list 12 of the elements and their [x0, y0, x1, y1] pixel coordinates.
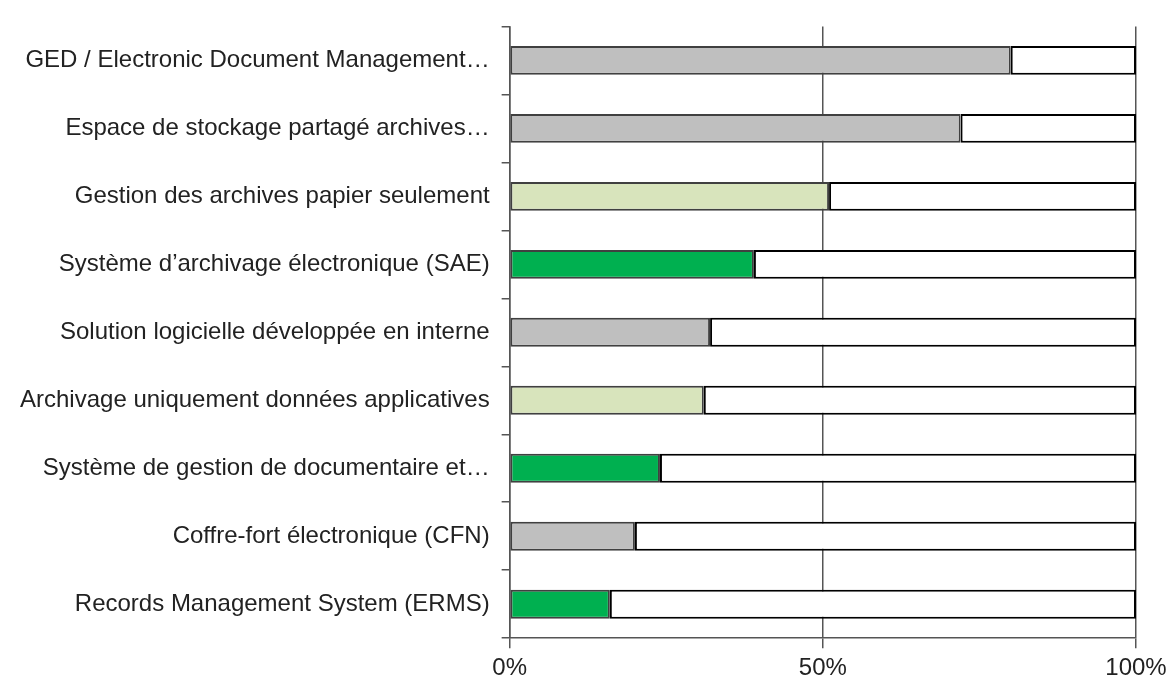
y-tick-label: Système d’archivage électronique (SAE) [58, 248, 490, 276]
y-tick-label: Espace de stockage partagé archives… [65, 112, 490, 140]
y-tick-label: Coffre-fort électronique (CFN) [172, 520, 490, 548]
y-tick-label: Archivage uniquement données applicatives [20, 384, 490, 412]
y-tick-label: GED / Electronic Document Management… [25, 45, 490, 73]
y-tick-label: Solution logicielle développée en interne [59, 316, 490, 344]
x-tick-label: 50% [798, 653, 847, 681]
x-tick-label: 100% [1105, 653, 1167, 681]
y-tick-label: Records Management System (ERMS) [74, 588, 490, 616]
y-tick-label: Système de gestion de documentaire et… [42, 452, 490, 480]
x-tick-label: 0% [492, 653, 527, 681]
y-tick-label: Gestion des archives papier seulement [74, 180, 490, 208]
